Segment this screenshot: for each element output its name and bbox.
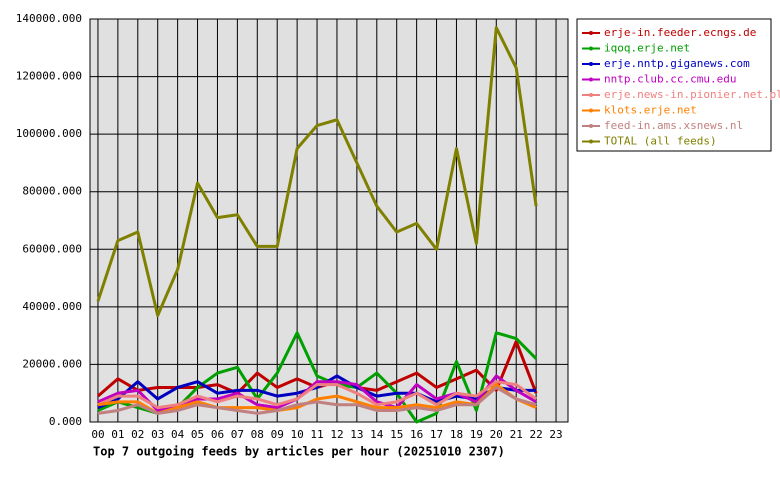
legend-marker (589, 46, 593, 51)
legend-marker (589, 93, 593, 97)
y-tick-label: 0.000 (49, 415, 82, 428)
x-tick-label: 10 (291, 428, 304, 441)
y-tick-label: 60000.000 (22, 242, 82, 255)
x-tick-label: 14 (370, 428, 384, 441)
legend-label: iqoq.erje.net (604, 42, 690, 55)
x-tick-label: 23 (549, 428, 562, 441)
legend-marker (589, 108, 593, 113)
series-line (96, 26, 538, 317)
y-tick-label: 20000.000 (22, 357, 82, 370)
y-tick-label: 120000.000 (16, 70, 82, 83)
series-line (97, 383, 537, 415)
y-tick-label: 80000.000 (22, 185, 82, 198)
x-tick-label: 21 (510, 428, 523, 441)
x-tick-label: 08 (251, 428, 264, 441)
legend-label: feed-in.ams.xsnews.nl (604, 119, 743, 132)
legend-marker (589, 124, 593, 128)
x-tick-label: 20 (490, 428, 503, 441)
plot-background (90, 19, 568, 422)
y-tick-label: 40000.000 (22, 300, 82, 313)
legend-label: erje-in.feeder.ecngs.de (604, 26, 756, 39)
x-tick-label: 15 (390, 428, 403, 441)
x-tick-label: 17 (430, 428, 443, 441)
y-tick-label: 140000.000 (16, 12, 82, 25)
legend-marker (589, 139, 593, 144)
x-tick-label: 16 (410, 428, 423, 441)
legend-label: nntp.club.cc.cmu.edu (604, 73, 736, 86)
x-tick-label: 05 (191, 428, 204, 441)
x-tick-label: 12 (330, 428, 343, 441)
x-tick-label: 18 (450, 428, 463, 441)
x-tick-label: 19 (470, 428, 483, 441)
legend-box (576, 18, 772, 152)
x-tick-label: 02 (131, 428, 144, 441)
legend-marker (589, 77, 593, 82)
x-tick-label: 22 (530, 428, 543, 441)
legend-marker (589, 62, 593, 66)
x-tick-label: 09 (271, 428, 284, 441)
series-line (97, 380, 538, 410)
series-line (97, 385, 537, 415)
x-tick-label: 07 (231, 428, 244, 441)
legend-label: erje.nntp.giganews.com (604, 57, 750, 70)
x-tick-label: 03 (151, 428, 164, 441)
legend-label: erje.news-in.pionier.net.pl (604, 88, 780, 101)
chart-title: Top 7 outgoing feeds by articles per hou… (93, 445, 505, 459)
x-tick-label: 06 (211, 428, 224, 441)
legend-marker (589, 31, 593, 35)
x-tick-label: 13 (350, 428, 363, 441)
x-tick-label: 00 (91, 428, 104, 441)
x-tick-label: 04 (171, 428, 185, 441)
plot-frame (89, 18, 569, 423)
x-tick-label: 01 (111, 428, 124, 441)
y-tick-label: 100000.000 (16, 127, 82, 140)
legend-label: klots.erje.net (604, 104, 697, 117)
x-tick-label: 11 (310, 428, 323, 441)
legend-label: TOTAL (all feeds) (604, 135, 717, 148)
